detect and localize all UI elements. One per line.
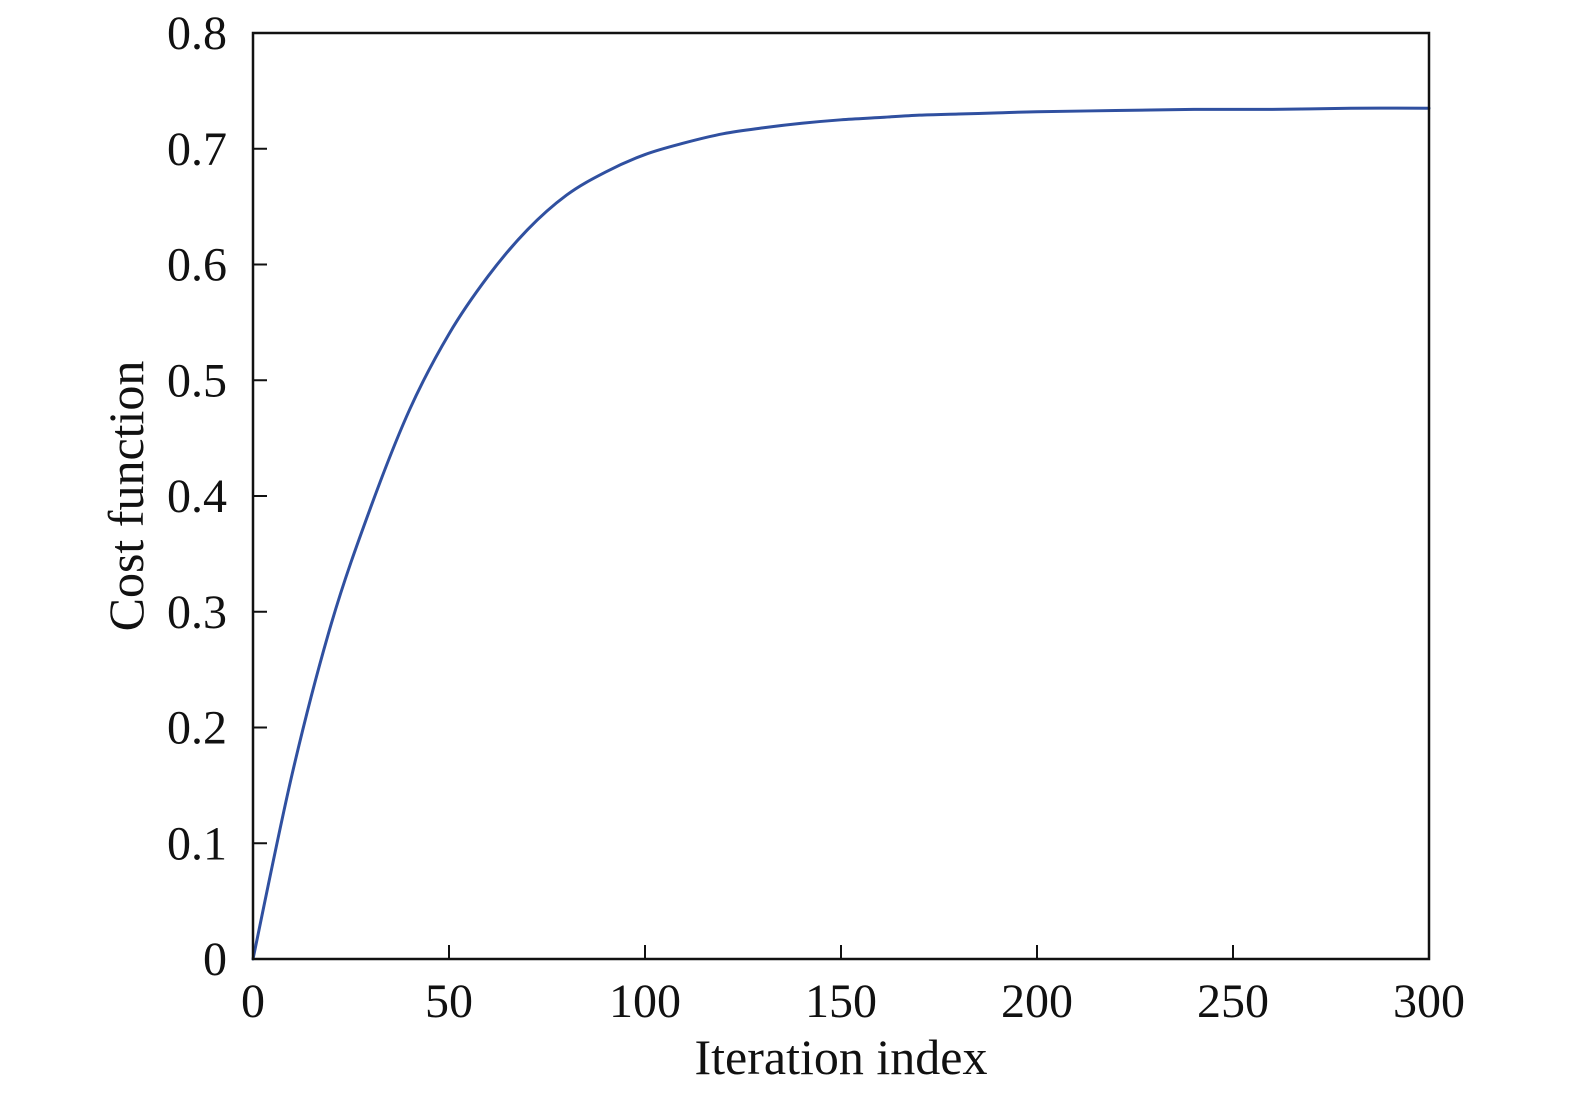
x-tick-label: 50 [425,975,473,1028]
y-axis-label: Cost function [98,361,154,632]
x-tick-label: 0 [241,975,265,1028]
y-tick-label: 0.3 [167,586,227,639]
y-axis: 0 0.1 0.2 0.3 0.4 0.5 0.6 0.7 0.8 [167,7,267,986]
x-tick-label: 200 [1001,975,1073,1028]
y-tick-label: 0.2 [167,702,227,755]
x-tick-label: 250 [1197,975,1269,1028]
plot-frame [251,31,1431,961]
x-tick-label: 300 [1393,975,1465,1028]
y-tick-label: 0.8 [167,7,227,60]
x-tick-label: 150 [805,975,877,1028]
x-axis-label: Iteration index [695,1029,988,1085]
y-tick-label: 0.5 [167,354,227,407]
cost-function-line [251,106,1431,961]
y-tick-label: 0 [203,933,227,986]
y-tick-label: 0.4 [167,470,227,523]
y-tick-label: 0.7 [167,123,227,176]
plot-area [251,106,1431,961]
x-tick-label: 100 [609,975,681,1028]
y-tick-label: 0.1 [167,817,227,870]
y-tick-label: 0.6 [167,239,227,292]
x-axis: 0 50 100 150 200 250 300 [241,945,1465,1028]
